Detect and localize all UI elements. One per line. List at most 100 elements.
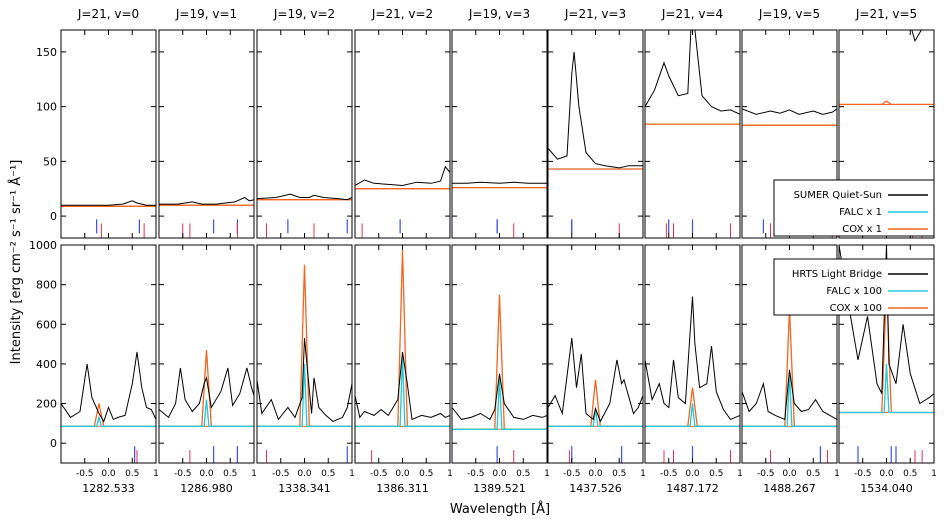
panel-center-wavelength: 1286.980 <box>180 482 233 495</box>
y-tick-label: 1000 <box>29 239 57 252</box>
sumer-line <box>548 51 643 169</box>
x-tick-label: 0.5 <box>709 469 723 479</box>
x-tick-label: 0.5 <box>125 469 139 479</box>
cox-line <box>742 308 837 427</box>
legend-label: COX x 1 <box>842 224 882 235</box>
x-tick-label: 1 <box>834 469 840 479</box>
x-tick-label: 0.0 <box>199 469 214 479</box>
hrts-line <box>645 296 740 421</box>
panel-top-2: J=19, v=1 <box>158 7 255 239</box>
hrts-line <box>548 338 643 423</box>
x-axis-label: Wavelength [Å] <box>450 501 550 517</box>
sumer-line <box>355 165 450 187</box>
panel-title: J=21, v=2 <box>371 7 433 21</box>
x-tick-label: 1 <box>447 469 453 479</box>
x-tick-label: -0.5 <box>660 469 678 479</box>
y-tick-label: 100 <box>36 101 57 114</box>
x-tick-label: 1 <box>349 469 355 479</box>
panel-grid: 0 50 100 150 J=21, v=0 J=19, v=1 J=19, v=2 J=21… <box>29 7 937 495</box>
x-tick-label: 0.5 <box>903 469 917 479</box>
panel-title: J=21, v=0 <box>77 7 139 21</box>
panel-frame <box>60 244 157 464</box>
x-tick-label: -0.5 <box>563 469 581 479</box>
hrts-line <box>61 351 156 423</box>
panel-title: J=19, v=1 <box>175 7 237 21</box>
x-tick-label: 1 <box>544 469 550 479</box>
panel-top-3: J=19, v=2 <box>256 7 353 239</box>
x-tick-label: 0.0 <box>588 469 603 479</box>
panel-top-6: J=21, v=3 <box>547 7 644 239</box>
y-tick-label: 0 <box>50 437 57 450</box>
x-tick-label: -0.5 <box>272 469 290 479</box>
hrts-line <box>257 338 352 422</box>
falc-line <box>839 363 934 414</box>
falc-line <box>452 377 547 430</box>
x-tick-label: 0.0 <box>782 469 797 479</box>
hrts-line <box>742 369 837 421</box>
legend-label: FALC x 1 <box>839 207 882 218</box>
cox-line <box>452 294 547 430</box>
sumer-line <box>862 30 922 43</box>
panel-top-4: J=21, v=2 <box>354 7 451 239</box>
legend-bottom: HRTS Light Bridge FALC x 100 COX x 100 <box>773 258 935 316</box>
panel-frame <box>547 244 644 464</box>
panel-top-1: J=21, v=0 <box>60 7 157 239</box>
panel-traces <box>61 200 156 238</box>
panel-traces <box>159 196 254 238</box>
legend-label: SUMER Quiet-Sun <box>794 190 882 201</box>
sumer-line <box>742 108 837 115</box>
panel-traces <box>257 264 352 463</box>
legend-top: SUMER Quiet-Sun FALC x 1 COX x 1 <box>773 179 935 237</box>
panel-frame <box>644 244 741 464</box>
hrts-line <box>452 373 547 421</box>
panel-center-wavelength: 1338.341 <box>278 482 331 495</box>
y-axis-label: Intensity [erg cm⁻² s⁻¹ sr⁻¹ Å⁻¹] <box>8 160 24 365</box>
x-tick-label: 0.5 <box>516 469 530 479</box>
panel-traces <box>61 351 156 463</box>
cox-line <box>548 379 643 427</box>
x-tick-label: 0.5 <box>806 469 820 479</box>
panel-frame <box>547 29 644 239</box>
x-tick-label: 0.5 <box>419 469 433 479</box>
panel-frame <box>644 29 741 239</box>
panel-bottom-8: -0.5 0.0 0.5 1 1488.267 <box>741 244 840 495</box>
legend-box <box>773 258 935 316</box>
panel-traces <box>548 338 643 463</box>
y-tick-label: 150 <box>36 46 57 59</box>
panel-bottom-7: -0.5 0.0 0.5 1 1487.172 <box>644 244 743 495</box>
panel-frame <box>256 29 353 239</box>
panel-title: J=21, v=4 <box>661 7 723 21</box>
cox-line <box>355 249 450 427</box>
x-tick-label: 0.0 <box>395 469 410 479</box>
panel-center-wavelength: 1488.267 <box>763 482 816 495</box>
panel-traces <box>645 296 740 463</box>
panel-title: J=21, v=3 <box>564 7 626 21</box>
legend-label: HRTS Light Bridge <box>792 269 882 280</box>
falc-line <box>61 414 156 427</box>
panel-traces <box>257 193 352 238</box>
cox-line <box>159 349 254 427</box>
sumer-line <box>645 30 740 115</box>
x-tick-label: 0.0 <box>685 469 700 479</box>
x-tick-label: 0.5 <box>223 469 237 479</box>
x-tick-label: -0.5 <box>174 469 192 479</box>
panel-top-7: J=21, v=4 <box>644 7 741 239</box>
hrts-line <box>159 367 254 419</box>
y-tick-label: 200 <box>36 398 57 411</box>
sumer-line <box>257 193 352 201</box>
panel-traces <box>548 51 643 238</box>
panel-title: J=19, v=5 <box>758 7 820 21</box>
panel-frame <box>451 29 548 239</box>
x-tick-label: 0.0 <box>492 469 507 479</box>
panel-bottom-6: -0.5 0.0 0.5 1 1437.526 <box>547 244 646 495</box>
falc-line <box>257 363 352 427</box>
panel-traces <box>355 249 450 463</box>
y-tick-label: 50 <box>43 155 57 168</box>
x-tick-label: 1 <box>931 469 937 479</box>
falc-line <box>742 373 837 427</box>
sumer-line <box>452 181 547 184</box>
x-tick-label: 0.5 <box>321 469 335 479</box>
x-tick-label: -0.5 <box>854 469 872 479</box>
panel-bottom-3: -0.5 0.0 0.5 1 1338.341 <box>256 244 355 495</box>
